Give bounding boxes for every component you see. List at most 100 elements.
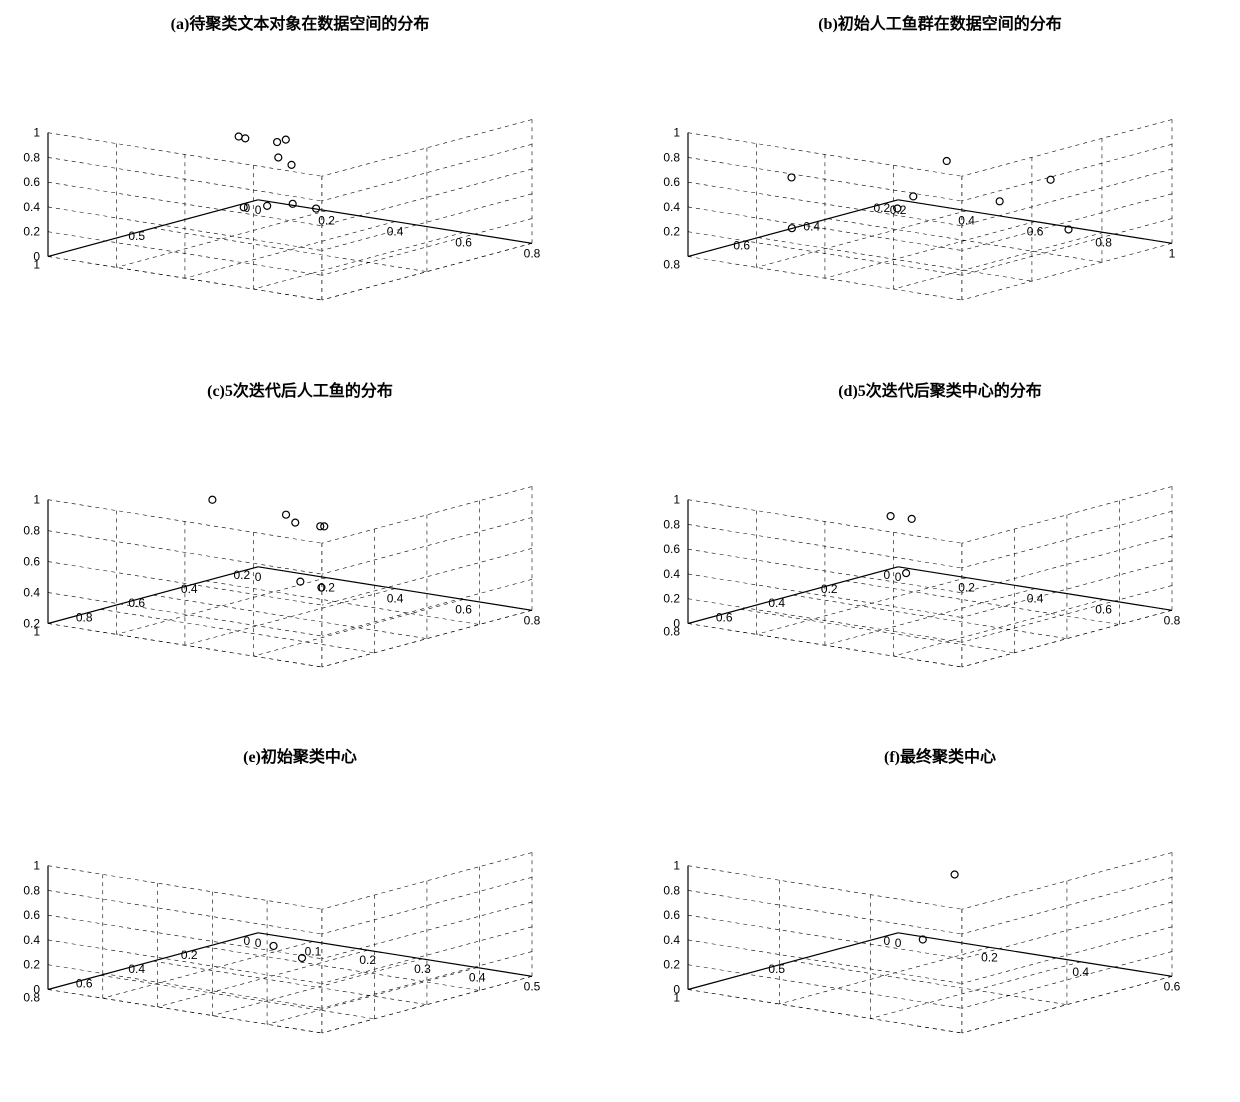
- svg-text:0.4: 0.4: [387, 225, 404, 239]
- svg-text:0.4: 0.4: [663, 567, 680, 581]
- data-point: [282, 136, 289, 143]
- svg-text:0.2: 0.2: [23, 958, 40, 972]
- subplot-f: (f)最终聚类中心00.20.40.600.5100.20.40.60.81: [650, 743, 1230, 1090]
- plot-3d: 00.20.40.60.800.5100.20.40.60.81: [10, 38, 570, 338]
- svg-text:0.2: 0.2: [23, 616, 40, 630]
- svg-text:0.4: 0.4: [1027, 591, 1044, 605]
- svg-text:0.6: 0.6: [23, 909, 40, 923]
- svg-text:0.8: 0.8: [524, 246, 541, 260]
- svg-text:1: 1: [33, 126, 40, 140]
- subplot-title: (d)5次迭代后聚类中心的分布: [650, 377, 1230, 401]
- svg-text:0.2: 0.2: [981, 951, 998, 965]
- plot-3d: 00.10.20.30.40.500.20.40.60.800.20.40.60…: [10, 771, 570, 1071]
- subplot-a: (a)待聚类文本对象在数据空间的分布00.20.40.60.800.5100.2…: [10, 10, 590, 357]
- subplot-title: (b)初始人工鱼群在数据空间的分布: [650, 10, 1230, 34]
- svg-text:0.6: 0.6: [1164, 980, 1181, 994]
- svg-text:0.6: 0.6: [76, 977, 93, 991]
- subplot-title: (e)初始聚类中心: [10, 743, 590, 767]
- svg-text:0: 0: [33, 983, 40, 997]
- svg-text:0.6: 0.6: [455, 235, 472, 249]
- data-point: [242, 135, 249, 142]
- subplot-c: (c)5次迭代后人工鱼的分布 0 0.2 0.4 0.6 0.8 0.2 0.4 0.6 0.8 1…: [10, 377, 590, 724]
- svg-text:1: 1: [673, 492, 680, 506]
- svg-text:0.6: 0.6: [663, 542, 680, 556]
- svg-text:0: 0: [895, 569, 902, 583]
- svg-text:0.2: 0.2: [318, 214, 335, 228]
- svg-text:0.6: 0.6: [23, 554, 40, 568]
- plot-3d: 00.20.40.600.5100.20.40.60.81: [650, 771, 1210, 1071]
- svg-text:0.8: 0.8: [23, 523, 40, 537]
- svg-text:1: 1: [1169, 246, 1176, 260]
- data-point: [887, 512, 894, 519]
- svg-text:0: 0: [255, 569, 262, 583]
- svg-text:0: 0: [33, 249, 40, 263]
- svg-text:0: 0: [883, 934, 890, 948]
- svg-text:0.6: 0.6: [455, 602, 472, 616]
- data-point: [283, 511, 290, 518]
- plot-3d: 00.20.40.60.800.20.40.60.800.20.40.60.81: [650, 405, 1210, 705]
- svg-text:0.3: 0.3: [414, 962, 431, 976]
- subplot-grid: (a)待聚类文本对象在数据空间的分布 0 0.2 0.4 0.6 0.8 0 0.5 1 0 0.2…: [10, 10, 1230, 1090]
- svg-text:1: 1: [673, 126, 680, 140]
- data-point: [1047, 176, 1054, 183]
- svg-text:0.2: 0.2: [663, 591, 680, 605]
- svg-text:0.2: 0.2: [359, 954, 376, 968]
- svg-text:0.2: 0.2: [663, 958, 680, 972]
- svg-text:0.8: 0.8: [23, 150, 40, 164]
- data-point: [996, 198, 1003, 205]
- svg-text:0.8: 0.8: [1095, 235, 1112, 249]
- subplot-b: (b)初始人工鱼群在数据空间的分布0.20.40.60.810.20.40.60…: [650, 10, 1230, 357]
- svg-text:0.4: 0.4: [23, 200, 40, 214]
- data-point: [943, 158, 950, 165]
- subplot-e: (e)初始聚类中心00.10.20.30.40.500.20.40.60.800…: [10, 743, 590, 1090]
- svg-text:0.6: 0.6: [1027, 225, 1044, 239]
- svg-text:0.6: 0.6: [128, 596, 145, 610]
- svg-text:0.8: 0.8: [524, 613, 541, 627]
- svg-text:0.8: 0.8: [23, 884, 40, 898]
- svg-text:0.8: 0.8: [663, 150, 680, 164]
- svg-text:0.6: 0.6: [23, 175, 40, 189]
- plot-3d: 00.20.40.60.80.20.40.60.810.20.40.60.81: [10, 405, 570, 705]
- subplot-title: (a)待聚类文本对象在数据空间的分布: [10, 10, 590, 34]
- data-point: [235, 133, 242, 140]
- subplot-title: (c)5次迭代后人工鱼的分布: [10, 377, 590, 401]
- svg-text:0.1: 0.1: [305, 945, 322, 959]
- svg-text:0.4: 0.4: [469, 971, 486, 985]
- data-point: [292, 519, 299, 526]
- data-point: [908, 515, 915, 522]
- data-point: [264, 202, 271, 209]
- svg-text:0.8: 0.8: [76, 610, 93, 624]
- svg-text:0: 0: [243, 934, 250, 948]
- svg-text:0.4: 0.4: [23, 585, 40, 599]
- svg-text:0.2: 0.2: [318, 580, 335, 594]
- svg-text:0: 0: [673, 616, 680, 630]
- svg-text:0.4: 0.4: [128, 962, 145, 976]
- svg-text:0.2: 0.2: [233, 567, 250, 581]
- svg-text:0.6: 0.6: [663, 909, 680, 923]
- svg-text:0.2: 0.2: [181, 948, 198, 962]
- svg-text:0.4: 0.4: [181, 582, 198, 596]
- svg-text:0.6: 0.6: [663, 175, 680, 189]
- svg-text:0.6: 0.6: [1095, 602, 1112, 616]
- svg-text:0: 0: [255, 203, 262, 217]
- svg-text:1: 1: [33, 492, 40, 506]
- svg-text:0.4: 0.4: [23, 933, 40, 947]
- svg-text:0.2: 0.2: [873, 201, 890, 215]
- svg-text:0.2: 0.2: [663, 225, 680, 239]
- data-point: [910, 193, 917, 200]
- svg-text:0.6: 0.6: [733, 239, 750, 253]
- svg-text:0.4: 0.4: [663, 933, 680, 947]
- data-point: [289, 200, 296, 207]
- data-point: [903, 569, 910, 576]
- svg-text:0.5: 0.5: [768, 962, 785, 976]
- svg-text:0.5: 0.5: [128, 229, 145, 243]
- svg-text:0: 0: [895, 936, 902, 950]
- svg-text:0: 0: [673, 983, 680, 997]
- svg-text:0.6: 0.6: [716, 610, 733, 624]
- svg-text:0: 0: [883, 567, 890, 581]
- svg-text:0.2: 0.2: [958, 580, 975, 594]
- data-point: [270, 943, 277, 950]
- svg-text:0: 0: [255, 936, 262, 950]
- data-point: [288, 161, 295, 168]
- data-point: [209, 496, 216, 503]
